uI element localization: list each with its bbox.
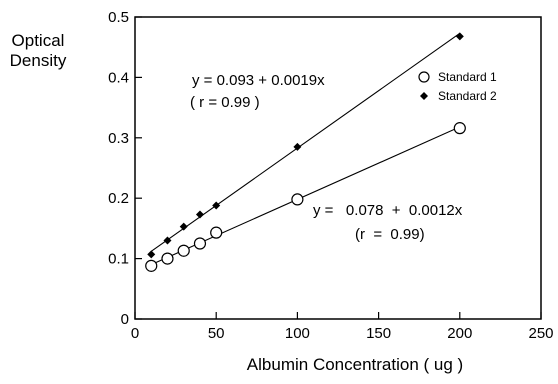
data-point-standard-2 <box>455 32 464 41</box>
legend-label-standard-1: Standard 1 <box>438 70 497 84</box>
x-tick-label: 250 <box>528 325 553 342</box>
plot-frame <box>134 16 542 320</box>
data-point-standard-1 <box>210 226 223 239</box>
x-tick-label: 100 <box>285 325 310 342</box>
data-point-standard-1 <box>145 259 158 272</box>
x-axis-label: Albumin Concentration ( ug ) <box>247 355 463 374</box>
y-tick-label: 0.1 <box>108 251 129 268</box>
data-point-standard-1 <box>453 122 466 135</box>
equation-standard1-line2: (r = 0.99) <box>355 226 425 243</box>
y-axis-label-line2: Density <box>10 51 67 70</box>
y-tick-label: 0 <box>121 311 129 328</box>
y-axis-label-line1: Optical <box>12 31 65 50</box>
data-point-standard-2 <box>212 201 221 210</box>
data-point-standard-1 <box>291 193 304 206</box>
data-point-standard-2 <box>179 222 188 231</box>
data-point-standard-1 <box>177 244 190 257</box>
y-tick-label: 0.4 <box>108 69 129 86</box>
data-point-standard-2 <box>163 236 172 245</box>
equation-standard2-line1: y = 0.093 + 0.0019x <box>192 72 325 89</box>
y-tick-label: 0.3 <box>108 130 129 147</box>
data-point-standard-1 <box>161 252 174 265</box>
x-tick-label: 0 <box>131 325 139 342</box>
legend-marker-standard-2 <box>420 92 428 100</box>
x-tick-label: 50 <box>208 325 225 342</box>
legend-label-standard-2: Standard 2 <box>438 89 497 103</box>
data-point-standard-2 <box>293 142 302 151</box>
data-point-standard-1 <box>193 237 207 250</box>
legend-marker-standard-1 <box>418 71 430 83</box>
x-tick-label: 200 <box>447 325 472 342</box>
equation-standard1-line1: y = 0.078 + 0.0012x <box>313 202 463 219</box>
data-point-standard-2 <box>195 210 204 219</box>
data-point-standard-2 <box>147 250 156 259</box>
y-tick-label: 0.2 <box>108 190 129 207</box>
legend: Standard 1 Standard 2 <box>418 70 497 103</box>
equation-standard2-line2: ( r = 0.99 ) <box>190 94 260 111</box>
x-tick-label: 150 <box>366 325 391 342</box>
y-tick-label: 0.5 <box>108 9 129 26</box>
